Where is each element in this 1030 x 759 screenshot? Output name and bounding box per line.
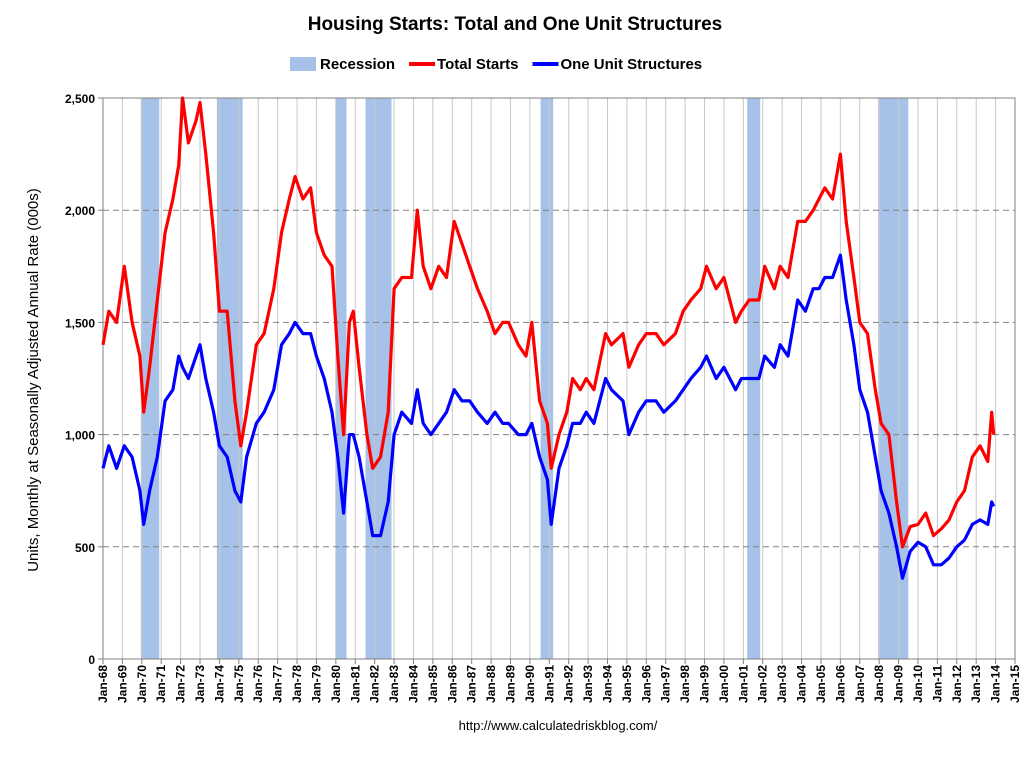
- series-line: [101, 253, 996, 580]
- x-tick-label: Jan-13: [969, 665, 983, 703]
- recession-band: [878, 98, 909, 659]
- x-tick-label: Jan-78: [290, 665, 304, 703]
- x-tick-label: Jan-15: [1008, 665, 1022, 703]
- x-tick-label: Jan-02: [756, 665, 770, 703]
- x-tick-label: Jan-83: [387, 665, 401, 703]
- x-tick-label: Jan-90: [523, 665, 537, 703]
- x-tick-label: Jan-74: [212, 665, 226, 703]
- x-tick-label: Jan-79: [309, 665, 323, 703]
- legend-label: Recession: [320, 56, 395, 73]
- x-tick-label: Jan-03: [775, 665, 789, 703]
- x-tick-label: Jan-95: [620, 665, 634, 703]
- source: http://www.calculatedriskblog.com/: [459, 718, 658, 733]
- x-tick-label: Jan-08: [872, 665, 886, 703]
- x-tick-label: Jan-76: [251, 665, 265, 703]
- x-tick-label: Jan-82: [368, 665, 382, 703]
- recession-band: [335, 98, 347, 659]
- x-tick-label: Jan-80: [329, 665, 343, 703]
- x-tick-label: Jan-99: [698, 665, 712, 703]
- x-tick-label: Jan-77: [271, 665, 285, 703]
- x-tick-label: Jan-85: [426, 665, 440, 703]
- y-tick-label: 1,500: [65, 316, 95, 330]
- x-tick-label: Jan-00: [717, 665, 731, 703]
- series-line: [101, 96, 996, 549]
- y-axis-label: Units, Monthly at Seasonally Adjusted An…: [25, 188, 42, 572]
- x-tick-label: Jan-71: [154, 665, 168, 703]
- x-tick-label: Jan-98: [678, 665, 692, 703]
- recession-band: [140, 98, 160, 659]
- x-tick-label: Jan-07: [853, 665, 867, 703]
- x-tick-label: Jan-93: [581, 665, 595, 703]
- x-tick-label: Jan-69: [115, 665, 129, 703]
- x-tick-label: Jan-75: [232, 665, 246, 703]
- x-tick-label: Jan-05: [814, 665, 828, 703]
- recession-band: [365, 98, 392, 659]
- x-tick-label: Jan-10: [911, 665, 925, 703]
- x-tick-label: Jan-70: [135, 665, 149, 703]
- x-tick-label: Jan-84: [406, 665, 420, 703]
- x-tick-label: Jan-01: [736, 665, 750, 703]
- x-tick-label: Jan-09: [892, 665, 906, 703]
- recession-band: [540, 98, 554, 659]
- x-tick-label: Jan-92: [562, 665, 576, 703]
- x-tick-label: Jan-14: [989, 665, 1003, 703]
- x-tick-label: Jan-88: [484, 665, 498, 703]
- x-tick-label: Jan-91: [542, 665, 556, 703]
- x-tick-label: Jan-97: [659, 665, 673, 703]
- legend-label: One Unit Structures: [560, 56, 702, 73]
- x-tick-label: Jan-11: [930, 665, 944, 703]
- y-tick-label: 1,000: [65, 429, 95, 443]
- x-tick-label: Jan-96: [639, 665, 653, 703]
- x-tick-label: Jan-12: [950, 665, 964, 703]
- x-tick-label: Jan-04: [795, 665, 809, 703]
- x-tick-label: Jan-89: [503, 665, 517, 703]
- x-tick-label: Jan-72: [174, 665, 188, 703]
- x-tick-label: Jan-73: [193, 665, 207, 703]
- y-tick-label: 500: [75, 541, 95, 555]
- y-tick-label: 2,500: [65, 92, 95, 106]
- x-tick-label: Jan-06: [833, 665, 847, 703]
- legend-label: Total Starts: [437, 56, 518, 73]
- plot-frame: [102, 97, 1016, 660]
- x-tick-label: Jan-86: [445, 665, 459, 703]
- chart-title: Housing Starts: Total and One Unit Struc…: [308, 14, 723, 35]
- x-tick-label: Jan-87: [465, 665, 479, 703]
- x-tick-label: Jan-94: [601, 665, 615, 703]
- legend-swatch: [290, 57, 316, 71]
- y-tick-label: 0: [88, 653, 95, 667]
- x-tick-label: Jan-68: [96, 665, 110, 703]
- x-tick-label: Jan-81: [348, 665, 362, 703]
- y-tick-label: 2,000: [65, 204, 95, 218]
